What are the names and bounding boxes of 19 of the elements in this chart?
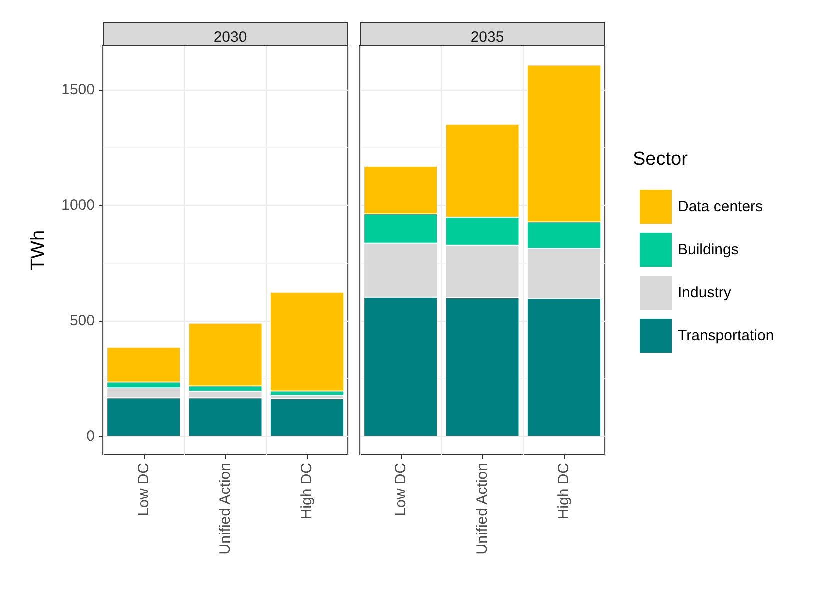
- chart-title: 2035: [470, 29, 504, 46]
- chart-title: 2030: [214, 29, 248, 46]
- legend-label: Data centers: [678, 198, 764, 216]
- bar: [270, 398, 344, 437]
- x-tick-label: Unified Action: [474, 463, 491, 555]
- legend-label: Transportation: [678, 328, 774, 344]
- y-tick-label: 1500: [62, 81, 95, 98]
- y-tick-label: 500: [70, 312, 95, 330]
- legend-label: Buildings: [678, 242, 739, 258]
- x-tick-label: Low DC: [135, 462, 152, 516]
- y-tick-label: 1000: [62, 196, 95, 214]
- legend-title: Sector: [633, 149, 689, 170]
- x-tick-label: Low DC: [392, 462, 410, 516]
- x-tick-label: High DC: [298, 462, 316, 520]
- y-tick-label: 0: [86, 428, 95, 446]
- x-tick-label: Unified Action: [217, 463, 234, 555]
- legend-label: Industry: [678, 284, 732, 302]
- y-axis-title: TWh: [28, 230, 49, 271]
- x-tick-label: High DC: [556, 462, 573, 520]
